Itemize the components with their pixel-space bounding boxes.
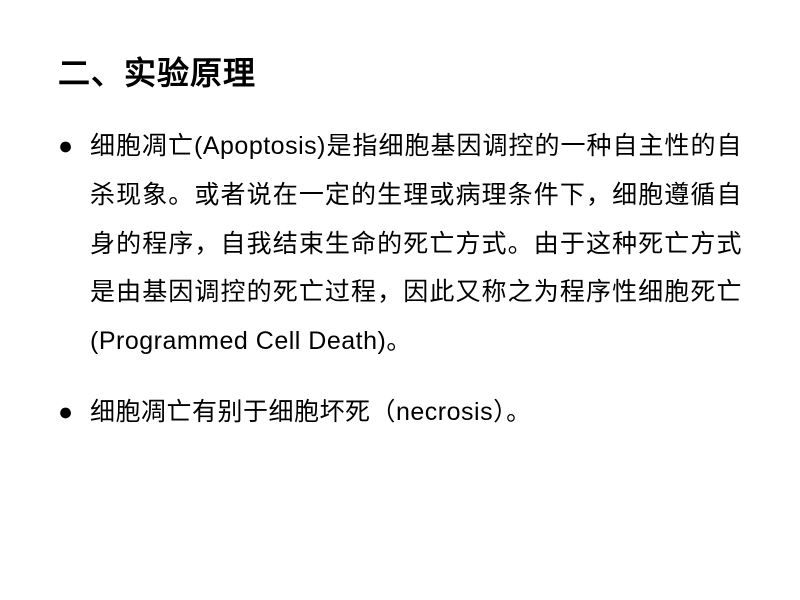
bullet-line: ● 细胞凋亡有别于细胞坏死（necrosis）。 xyxy=(58,388,742,437)
bullet-text: 细胞凋亡有别于细胞坏死（necrosis）。 xyxy=(90,388,742,437)
bullet-line: ● 细胞凋亡(Apoptosis)是指细胞基因调控的一种自主性的自杀现象。或者说… xyxy=(58,122,742,366)
slide-container: 二、实验原理 ● 细胞凋亡(Apoptosis)是指细胞基因调控的一种自主性的自… xyxy=(0,0,800,600)
bullet-marker-icon: ● xyxy=(58,388,90,437)
bullet-item-1: ● 细胞凋亡(Apoptosis)是指细胞基因调控的一种自主性的自杀现象。或者说… xyxy=(58,122,742,366)
bullet-text: 细胞凋亡(Apoptosis)是指细胞基因调控的一种自主性的自杀现象。或者说在一… xyxy=(90,122,742,366)
bullet-marker-icon: ● xyxy=(58,122,90,366)
slide-heading: 二、实验原理 xyxy=(58,48,742,94)
bullet-item-2: ● 细胞凋亡有别于细胞坏死（necrosis）。 xyxy=(58,388,742,437)
